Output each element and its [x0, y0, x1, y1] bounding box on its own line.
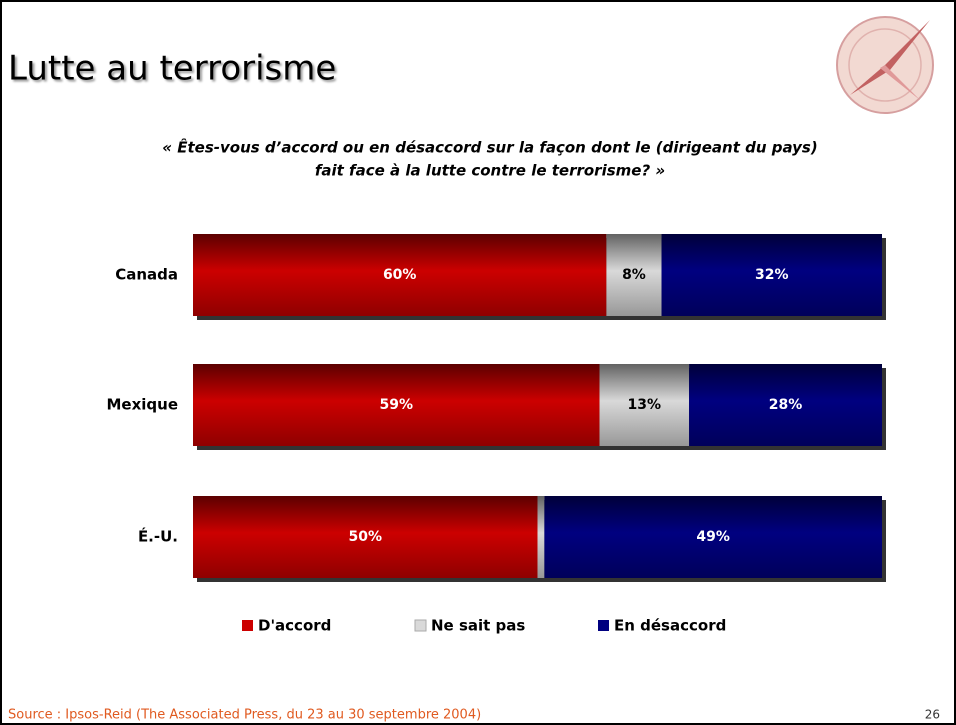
source-note: Source : Ipsos-Reid (The Associated Pres…: [8, 708, 481, 723]
value-label: 50%: [348, 529, 382, 545]
bar-segment: [689, 364, 882, 446]
value-label: 59%: [379, 397, 413, 413]
chart-title: Lutte au terrorisme: [8, 49, 336, 89]
legend-label: D'accord: [258, 617, 331, 635]
category-label: É.-U.: [138, 527, 178, 546]
legend-label: En désaccord: [614, 617, 726, 635]
legend-swatch: [598, 620, 609, 631]
compass-decoration: [836, 16, 934, 114]
bar-segment: [661, 234, 882, 316]
bar-segment: [193, 364, 600, 446]
value-label: 28%: [769, 397, 803, 413]
subtitle: « Êtes-vous d’accord ou en désaccord sur…: [162, 138, 817, 157]
category-label: Canada: [115, 266, 178, 284]
category-label: Mexique: [106, 396, 178, 414]
bar-segment: [606, 234, 662, 316]
bar-segment: [544, 496, 882, 578]
bar-segment: [193, 234, 607, 316]
page-number: 26: [925, 708, 940, 722]
value-label: 8%: [622, 267, 646, 283]
bar-segment: [537, 496, 545, 578]
value-label: 49%: [696, 529, 730, 545]
legend-swatch: [414, 619, 427, 632]
value-label: 32%: [755, 267, 789, 283]
subtitle: fait face à la lutte contre le terrorism…: [315, 162, 665, 180]
bar-segment: [599, 364, 690, 446]
legend-swatch: [242, 620, 253, 631]
bar-segment: [193, 496, 538, 578]
legend-label: Ne sait pas: [431, 617, 525, 635]
value-label: 13%: [628, 397, 662, 413]
value-label: 60%: [383, 267, 417, 283]
